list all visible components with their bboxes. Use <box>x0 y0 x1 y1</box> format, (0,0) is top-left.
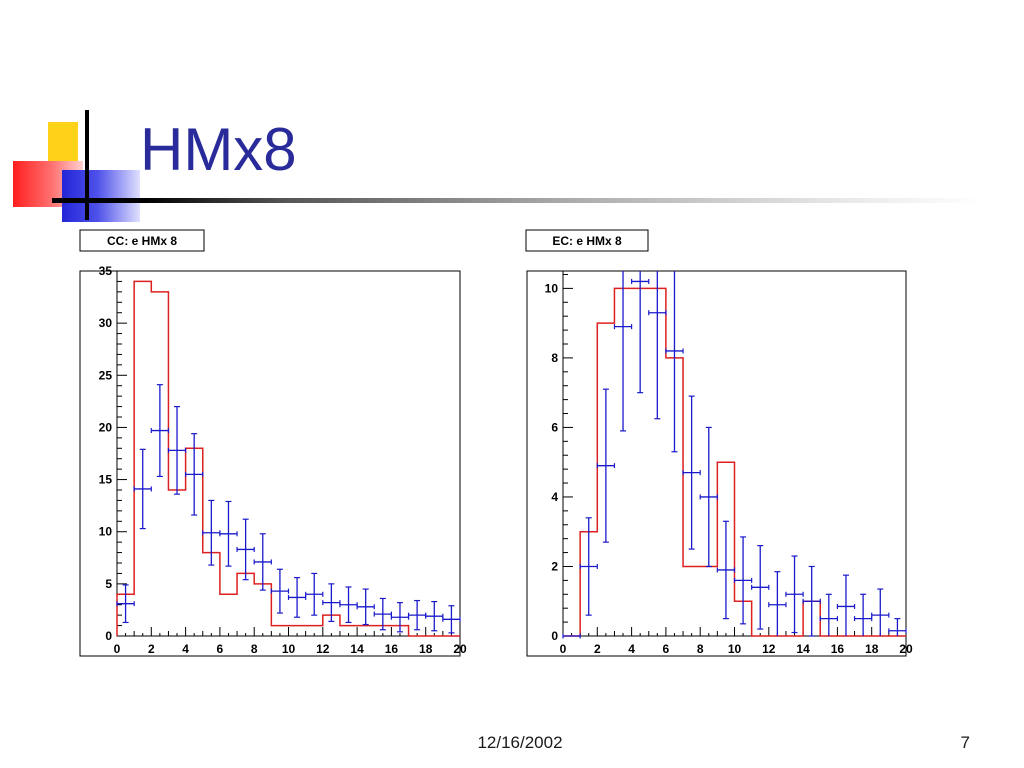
data-point <box>819 593 839 636</box>
title-underline <box>52 198 982 203</box>
x-tick-label: 6 <box>217 642 224 656</box>
x-tick-label: 0 <box>114 642 121 656</box>
x-tick-label: 6 <box>663 642 670 656</box>
data-point <box>716 520 736 620</box>
x-tick-label: 2 <box>594 642 601 656</box>
y-tick-label: 6 <box>551 420 558 434</box>
data-point <box>562 633 581 639</box>
x-tick-label: 10 <box>728 642 742 656</box>
data-point <box>133 448 152 530</box>
y-tick-label: 20 <box>99 420 113 434</box>
x-tick-label: 14 <box>796 642 810 656</box>
y-tick-label: 0 <box>551 629 558 643</box>
data-point <box>888 618 907 636</box>
chart-title-box <box>79 229 205 252</box>
y-tick-label: 30 <box>99 316 113 330</box>
data-point <box>733 536 753 625</box>
data-point <box>802 565 821 637</box>
yellow-square-decoration <box>48 122 78 164</box>
slide-logo-decoration <box>0 0 140 230</box>
data-point <box>442 605 461 634</box>
data-point <box>648 271 667 420</box>
x-tick-label: 18 <box>865 642 879 656</box>
y-tick-label: 10 <box>99 525 113 539</box>
x-tick-label: 12 <box>762 642 776 656</box>
cc-histogram-chart: CC: e HMx 8 0 2 4 6 8 10 12 14 16 18 20 0 5 10 15 20 25 30… <box>79 229 467 657</box>
data-point <box>116 584 135 624</box>
data-point <box>270 568 290 614</box>
data-point <box>390 602 410 633</box>
x-tick-label: 0 <box>560 642 567 656</box>
x-tick-label: 4 <box>182 642 189 656</box>
y-tick-label: 35 <box>99 264 113 278</box>
data-point <box>596 388 616 543</box>
data-point <box>167 405 187 495</box>
x-tick-label: 16 <box>831 642 845 656</box>
data-point <box>253 533 272 591</box>
data-point <box>682 395 701 550</box>
x-tick-label: 16 <box>385 642 399 656</box>
y-tick-label: 2 <box>551 559 558 573</box>
data-point <box>751 545 770 630</box>
data-point <box>305 572 324 616</box>
y-tick-label: 4 <box>551 490 558 504</box>
x-tick-label: 10 <box>282 642 296 656</box>
x-tick-label: 8 <box>697 642 704 656</box>
data-point <box>836 574 856 636</box>
chart-title-box <box>525 229 649 252</box>
data-point <box>699 426 718 568</box>
data-point <box>185 433 204 516</box>
x-tick-label: 8 <box>251 642 258 656</box>
x-tick-label: 20 <box>453 642 467 656</box>
x-tick-label: 12 <box>316 642 330 656</box>
data-point <box>219 500 238 567</box>
x-tick-label: 14 <box>350 642 364 656</box>
footer-date: 12/16/2002 <box>477 733 563 752</box>
data-point <box>150 384 170 478</box>
slide-title: HMx8 <box>140 116 297 183</box>
data-point <box>202 499 221 566</box>
y-tick-label: 0 <box>105 629 112 643</box>
data-point <box>407 599 427 631</box>
data-point <box>322 583 341 623</box>
data-point <box>236 518 255 581</box>
y-tick-label: 25 <box>99 368 113 382</box>
chart-title: EC: e HMx 8 <box>552 234 622 248</box>
data-point <box>853 593 873 636</box>
vertical-line-decoration <box>85 110 89 220</box>
data-point <box>356 588 375 626</box>
x-tick-label: 2 <box>148 642 155 656</box>
ec-histogram-chart: EC: e HMx 8 0 2 4 6 8 10 12 14 16 18 20 0 2 4 6 8 10 <box>525 229 913 657</box>
data-point <box>579 517 598 616</box>
x-tick-label: 4 <box>628 642 635 656</box>
mc-step-histogram <box>563 287 906 637</box>
data-point <box>785 555 804 634</box>
y-tick-label: 8 <box>551 351 558 365</box>
data-point <box>665 271 684 453</box>
plot-area <box>116 270 461 637</box>
y-tick-label: 15 <box>99 473 113 487</box>
chart-title: CC: e HMx 8 <box>107 234 177 248</box>
y-tick-label: 5 <box>105 577 112 591</box>
y-tick-label: 10 <box>545 281 559 295</box>
data-point <box>871 588 890 636</box>
x-tick-label: 20 <box>899 642 913 656</box>
x-tick-label: 18 <box>419 642 433 656</box>
page-number: 7 <box>960 733 970 752</box>
blue-square-decoration <box>62 170 140 222</box>
data-point <box>613 271 633 432</box>
data-point <box>768 571 787 636</box>
data-point <box>630 271 650 394</box>
